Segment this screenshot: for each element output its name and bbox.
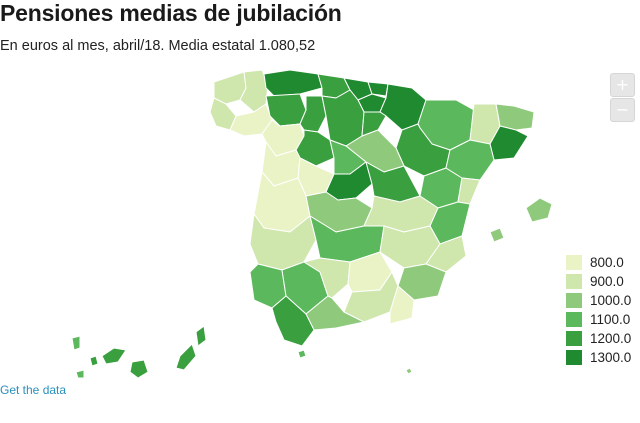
- province-badajoz[interactable]: [249, 213, 317, 271]
- island-lanzarote[interactable]: [195, 325, 207, 347]
- legend-label: 1200.0: [590, 331, 632, 346]
- city-melilla[interactable]: [405, 367, 413, 375]
- legend-item: 800.0: [566, 253, 631, 272]
- province-la-rioja[interactable]: [361, 111, 387, 137]
- legend-swatch: [566, 331, 582, 346]
- province-alicante[interactable]: [425, 235, 467, 273]
- zoom-in-button[interactable]: +: [610, 73, 635, 97]
- legend-item: 1300.0: [566, 348, 631, 367]
- get-the-data-link[interactable]: Get the data: [0, 383, 67, 397]
- legend-swatch: [566, 350, 582, 365]
- island-la-palma[interactable]: [71, 335, 81, 351]
- legend-item: 1100.0: [566, 310, 631, 329]
- legend-swatch: [566, 293, 582, 308]
- map-subtitle: En euros al mes, abril/18. Media estatal…: [0, 38, 316, 54]
- zoom-out-button[interactable]: −: [610, 98, 635, 122]
- legend-label: 900.0: [590, 274, 624, 289]
- legend-item: 900.0: [566, 272, 631, 291]
- island-la-gomera[interactable]: [89, 355, 99, 367]
- province-cordoba[interactable]: [303, 257, 351, 299]
- island-tenerife[interactable]: [101, 347, 127, 365]
- province-castellon[interactable]: [457, 177, 481, 205]
- legend-swatch: [566, 255, 582, 270]
- island-fuerteventura[interactable]: [175, 343, 197, 371]
- province-asturias[interactable]: [263, 69, 323, 97]
- island-el-hierro[interactable]: [75, 369, 85, 379]
- province-malaga[interactable]: [305, 295, 365, 331]
- province-almeria[interactable]: [389, 285, 415, 325]
- island-ibiza[interactable]: [489, 227, 505, 243]
- legend-label: 1300.0: [590, 350, 632, 365]
- choropleth-map[interactable]: [0, 60, 560, 380]
- island-mallorca[interactable]: [525, 197, 553, 223]
- legend-label: 1000.0: [590, 293, 632, 308]
- map-legend: 800.0 900.0 1000.0 1100.0 1200.0 1300.0: [566, 253, 631, 367]
- legend-swatch: [566, 312, 582, 327]
- legend-label: 800.0: [590, 255, 624, 270]
- legend-swatch: [566, 274, 582, 289]
- island-gran-canaria[interactable]: [129, 359, 149, 379]
- map-title: Pensiones medias de jubilación: [0, 0, 342, 26]
- legend-label: 1100.0: [590, 312, 631, 327]
- legend-item: 1200.0: [566, 329, 631, 348]
- province-palencia[interactable]: [299, 95, 327, 133]
- province-cadiz[interactable]: [271, 295, 315, 347]
- city-ceuta[interactable]: [297, 349, 307, 359]
- legend-item: 1000.0: [566, 291, 631, 310]
